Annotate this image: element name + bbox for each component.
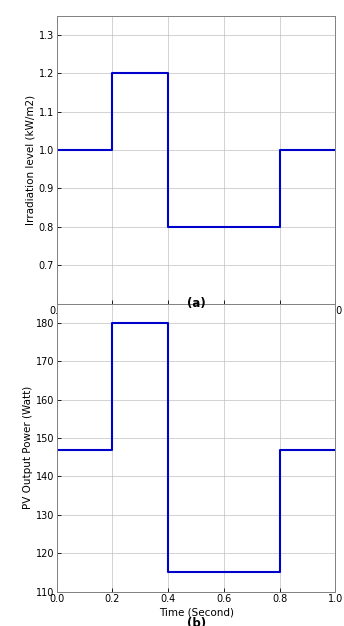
X-axis label: Time (Second): Time (Second) — [159, 607, 234, 617]
Text: (b): (b) — [186, 617, 206, 626]
Y-axis label: Irradiation level (kW/m2): Irradiation level (kW/m2) — [26, 95, 36, 225]
Y-axis label: PV Output Power (Watt): PV Output Power (Watt) — [23, 386, 33, 509]
Text: (a): (a) — [187, 297, 205, 310]
X-axis label: Time (Second): Time (Second) — [159, 319, 234, 329]
